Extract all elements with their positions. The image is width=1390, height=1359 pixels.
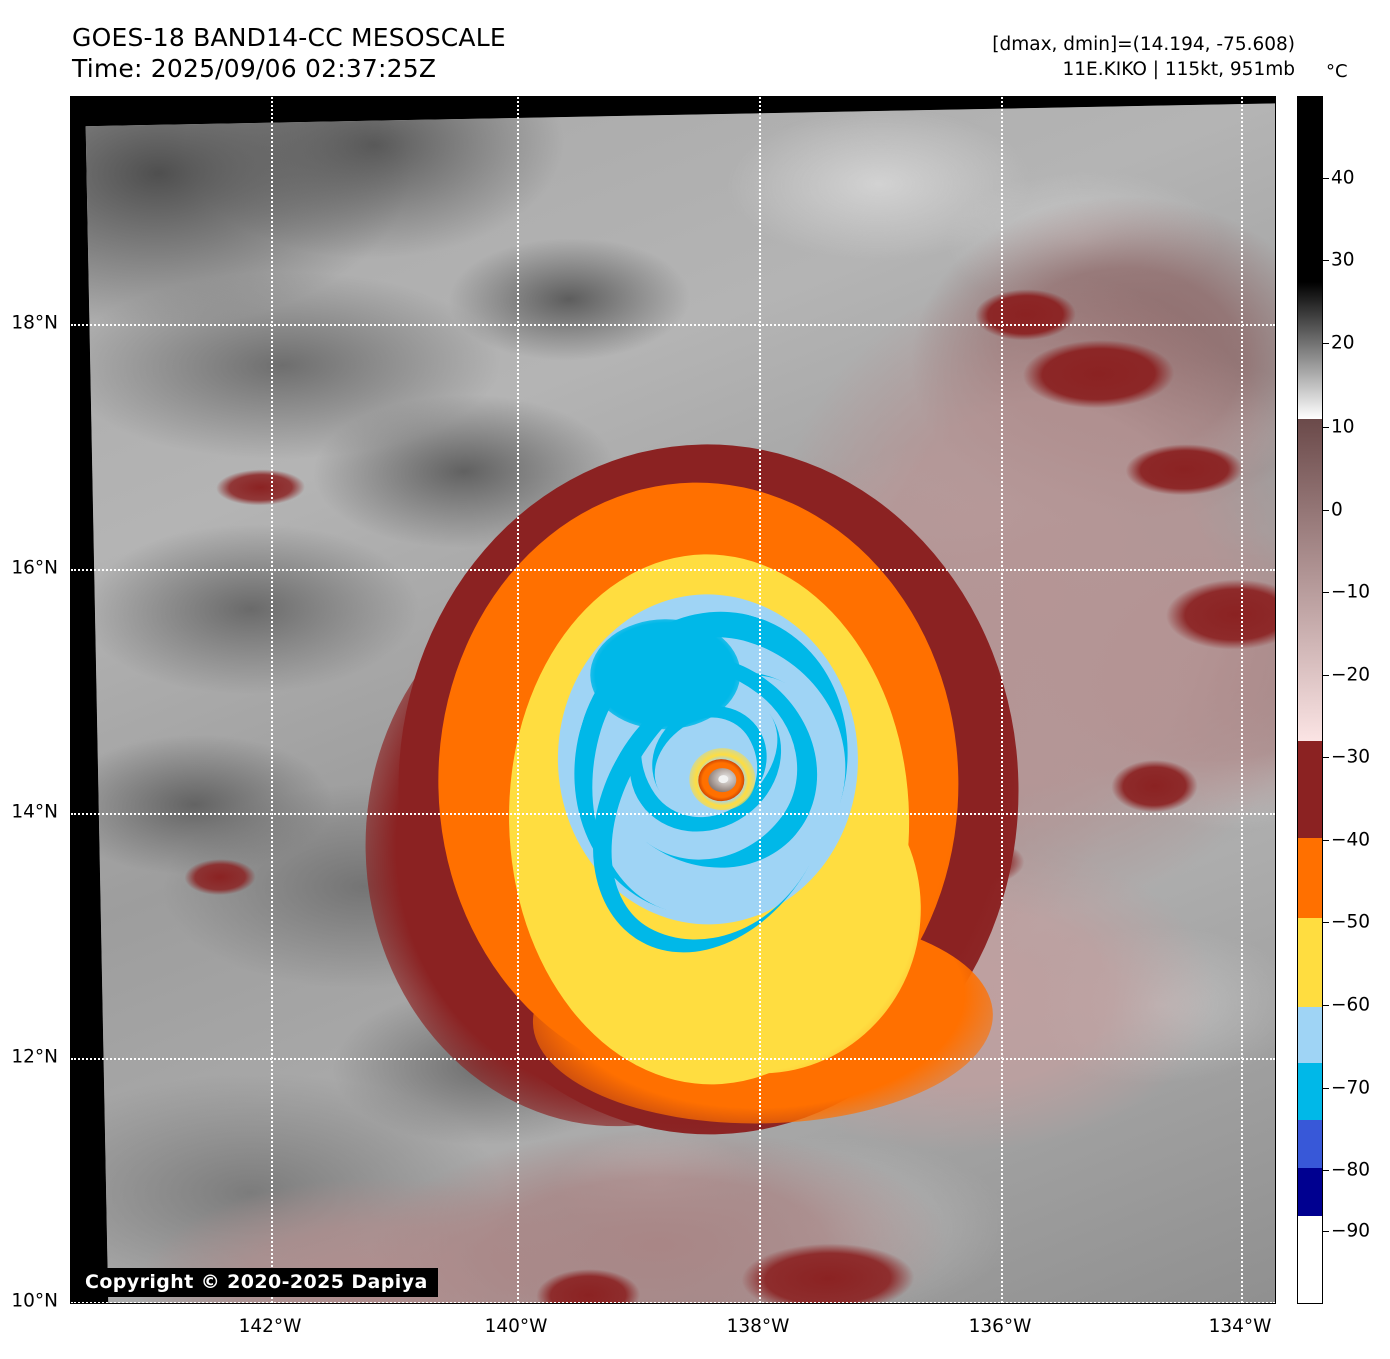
colorbar-tick-mark-9 [1323,922,1329,923]
xtick-label-1: 140°W [484,1316,548,1337]
xtick-label-3: 136°W [968,1316,1032,1337]
colorbar-tick-label-10: −60 [1331,994,1371,1016]
colorbar-tick-label-11: −70 [1331,1077,1371,1099]
colorbar-tick-label-5: −10 [1331,581,1371,603]
timestamp-label: Time: 2025/09/06 02:37:25Z [72,54,437,83]
colorbar-segment-white-cold [1298,1216,1322,1303]
ytick-label-0: 18°N [11,312,58,334]
colorbar-segment-cyan [1298,1063,1322,1120]
colorbar-segment-light-blue [1298,1007,1322,1064]
ytick-label-1: 16°N [11,557,58,579]
colorbar-tick-mark-5 [1323,592,1329,593]
colorbar-tick-mark-6 [1323,675,1329,676]
colorbar[interactable] [1297,96,1323,1304]
colorbar-tick-label-13: −90 [1331,1220,1371,1242]
colorbar-tick-mark-13 [1323,1231,1329,1232]
colorbar-tick-mark-1 [1323,260,1329,261]
ytick-label-2: 14°N [11,801,58,823]
colorbar-tick-label-4: 0 [1331,499,1343,521]
colorbar-ticks: 40 30 20 10 0 −10 −20 −30 −40 −50 −60 −70 −80 −90 [1297,96,1387,1304]
colorbar-tick-mark-0 [1323,178,1329,179]
colorbar-segment-orange [1298,837,1322,919]
colorbar-tick-label-6: −20 [1331,664,1371,686]
colorbar-tick-label-2: 20 [1331,332,1355,354]
metadata-block: [dmax, dmin]=(14.194, -75.608) 11E.KIKO … [992,32,1295,82]
colorbar-tick-label-12: −80 [1331,1159,1371,1181]
colorbar-segment-yellow [1298,918,1322,1008]
colorbar-tick-mark-2 [1323,343,1329,344]
dmax-dmin-label: [dmax, dmin]=(14.194, -75.608) [992,34,1295,55]
colorbar-tick-mark-11 [1323,1088,1329,1089]
colorbar-tick-mark-3 [1323,427,1329,428]
colorbar-tick-mark-12 [1323,1170,1329,1171]
page-title: GOES-18 BAND14-CC MESOSCALE [72,23,506,52]
colorbar-tick-label-0: 40 [1331,167,1355,189]
colorbar-tick-label-8: −40 [1331,829,1371,851]
colorbar-tick-mark-4 [1323,510,1329,511]
colorbar-segment-navy [1298,1168,1322,1217]
colorbar-tick-mark-10 [1323,1005,1329,1006]
colorbar-segment-dark-red [1298,741,1322,838]
title-block: GOES-18 BAND14-CC MESOSCALE Time: 2025/0… [72,22,506,84]
colorbar-tick-mark-8 [1323,840,1329,841]
colorbar-tick-label-1: 30 [1331,249,1355,271]
satellite-sector-inner [85,103,1275,1303]
colorbar-segment-brown-pink-ramp [1298,419,1322,742]
tropical-cyclone [360,438,1026,1141]
colorbar-tick-label-9: −50 [1331,911,1371,933]
ytick-label-3: 12°N [11,1046,58,1068]
xtick-label-2: 138°W [726,1316,790,1337]
colorbar-segment-grey-ramp [1298,282,1322,420]
colorbar-tick-label-3: 10 [1331,416,1355,438]
satellite-image-plot[interactable]: Copyright © 2020-2025 Dapiya [70,96,1276,1304]
colorbar-tick-label-7: −30 [1331,746,1371,768]
xtick-label-0: 142°W [238,1316,302,1337]
colorbar-segment-black-warm [1298,97,1322,283]
colorbar-unit-label: °C [1326,61,1348,82]
satellite-sector [71,97,1275,1303]
storm-info-label: 11E.KIKO | 115kt, 951mb [1062,59,1296,80]
ytick-label-4: 10°N [11,1290,58,1312]
colorbar-segment-blue [1298,1119,1322,1169]
xtick-label-4: 134°W [1208,1316,1272,1337]
colorbar-tick-mark-7 [1323,757,1329,758]
copyright-label: Copyright © 2020-2025 Dapiya [79,1268,438,1297]
